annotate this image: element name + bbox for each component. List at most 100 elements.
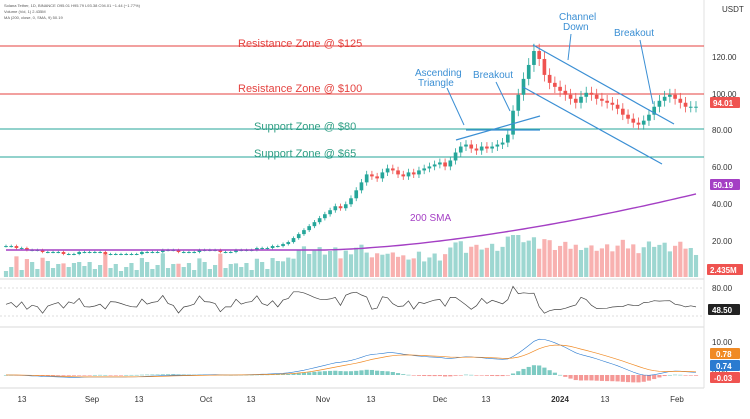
volume-bar	[181, 267, 186, 277]
asc-label-1: Ascending	[415, 68, 462, 79]
macd-bar	[291, 373, 296, 375]
volume-bar	[401, 255, 406, 277]
macd-bar	[296, 373, 301, 375]
candle	[291, 236, 296, 244]
time-tick: 13	[135, 395, 144, 404]
candle	[56, 250, 61, 254]
candle	[647, 109, 651, 126]
volume-bar	[375, 253, 380, 277]
volume-bar	[239, 267, 244, 277]
arrow-asc	[446, 87, 465, 126]
macd-bar	[165, 374, 171, 375]
volume-bar	[155, 265, 160, 277]
macd-bar	[573, 375, 578, 381]
macd-bar	[71, 375, 77, 376]
volume-bar	[354, 247, 359, 277]
macd-bar	[625, 375, 631, 383]
candle	[45, 250, 50, 254]
volume-bar	[422, 261, 427, 277]
macd-bar	[620, 375, 625, 382]
macd-bar	[61, 375, 66, 376]
macd-bar	[662, 375, 667, 377]
volume-bar	[662, 242, 667, 277]
price-tick: 100.00	[712, 90, 737, 99]
macd-bar	[516, 371, 521, 375]
volume-bar	[369, 257, 374, 277]
candle	[479, 142, 484, 155]
volume-bar	[338, 258, 343, 277]
volume-bar	[348, 254, 354, 277]
volume-bar	[3, 271, 9, 277]
macd-tick: 10.00	[712, 338, 733, 347]
candle	[417, 166, 421, 178]
candle	[270, 244, 275, 250]
macd-bar	[103, 374, 108, 376]
macd-bar	[521, 368, 526, 375]
price-tick: 40.00	[712, 200, 733, 209]
candle	[307, 224, 312, 233]
volume-bar	[526, 240, 531, 277]
candle	[296, 232, 301, 240]
volume-bar	[620, 239, 625, 277]
svg-text:50.19: 50.19	[713, 181, 734, 190]
candles	[4, 43, 698, 256]
volume-bar	[260, 262, 265, 277]
macd-bar	[610, 375, 615, 382]
candle	[563, 84, 568, 101]
candle	[615, 99, 620, 115]
macd-bar	[678, 374, 683, 376]
volume-bar	[129, 263, 134, 277]
volume-bar	[113, 264, 118, 277]
candle	[553, 76, 557, 94]
macd-bar	[45, 375, 50, 376]
volume-bar	[406, 259, 411, 277]
volume-bar	[395, 256, 401, 277]
candle	[401, 170, 406, 180]
candle	[438, 158, 442, 169]
candle	[4, 244, 8, 248]
volume-bar	[270, 258, 275, 277]
candle	[657, 94, 662, 113]
volume-bar	[385, 253, 390, 277]
resistance-125-label: Resistance Zone @ $125	[238, 38, 362, 50]
macd-bar	[605, 375, 610, 382]
macd-bar	[443, 375, 448, 377]
volume-bar	[202, 262, 207, 277]
volume-bar	[45, 261, 50, 277]
volume-bar	[322, 254, 327, 277]
sma-label: 200 SMA	[410, 213, 451, 224]
candle	[694, 101, 698, 113]
volume-bar	[443, 254, 448, 277]
macd-bar	[563, 375, 568, 377]
price-tag: 94.01	[710, 97, 740, 108]
candle	[228, 250, 233, 254]
macd-bar	[145, 374, 150, 376]
macd-bar	[66, 375, 71, 376]
candle	[432, 160, 437, 171]
macd-bar	[150, 374, 155, 376]
candle	[275, 244, 280, 248]
candle	[411, 168, 416, 178]
candle	[124, 252, 129, 256]
volume-bar	[416, 251, 422, 277]
header-line1: Solana Tether, 1D, BINANCE O95.01 H95.79…	[4, 3, 141, 8]
candle	[333, 203, 338, 213]
candle	[673, 88, 677, 105]
macd-bar	[584, 375, 589, 381]
time-tick: Oct	[200, 395, 213, 404]
volume-bar	[537, 248, 542, 277]
support-65-label: Support Zone @ $65	[254, 148, 356, 160]
volume-bar	[625, 248, 631, 277]
volume-bar	[646, 241, 652, 277]
macd-bar	[92, 374, 97, 376]
candle	[87, 250, 92, 254]
volume-bar	[495, 250, 500, 277]
candle	[140, 250, 144, 256]
macd-bar	[338, 371, 343, 375]
macd-bar	[155, 374, 160, 376]
volume-bar	[66, 267, 71, 277]
candle	[652, 101, 657, 121]
macd-bar	[77, 375, 82, 376]
candle	[500, 138, 505, 150]
candle	[354, 187, 359, 202]
